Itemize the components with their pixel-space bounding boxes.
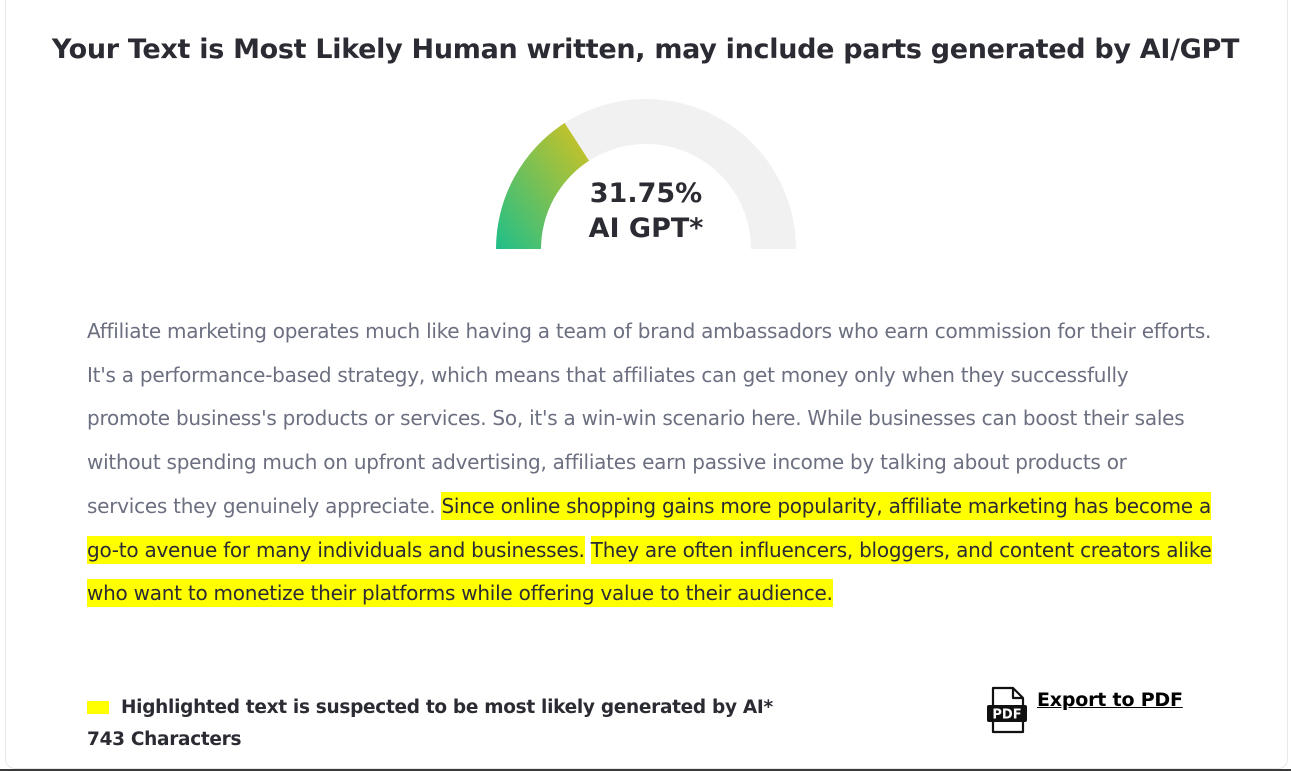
result-title: Your Text is Most Likely Human written, … [51,34,1240,65]
character-count: 743 Characters [87,729,242,750]
export-pdf-button[interactable]: PDF Export to PDF [986,686,1183,734]
gauge-readout: 31.75% AI GPT* [495,176,797,246]
ai-score-gauge [496,99,796,249]
analyzed-text: Affiliate marketing operates much like h… [87,310,1212,616]
text-segment: Affiliate marketing operates much like h… [87,319,1212,518]
pdf-icon-text: PDF [992,708,1021,723]
bottom-divider [0,769,1291,771]
legend-label: Highlighted text is suspected to be most… [121,696,773,718]
export-pdf-label[interactable]: Export to PDF [1037,689,1183,711]
legend-swatch [87,700,109,714]
gauge-fill [496,122,590,249]
gauge-sub-label: AI GPT* [588,213,704,244]
highlight-legend: Highlighted text is suspected to be most… [87,693,773,721]
pdf-file-icon: PDF [987,686,1027,734]
gauge-percent: 31.75% [589,178,703,209]
